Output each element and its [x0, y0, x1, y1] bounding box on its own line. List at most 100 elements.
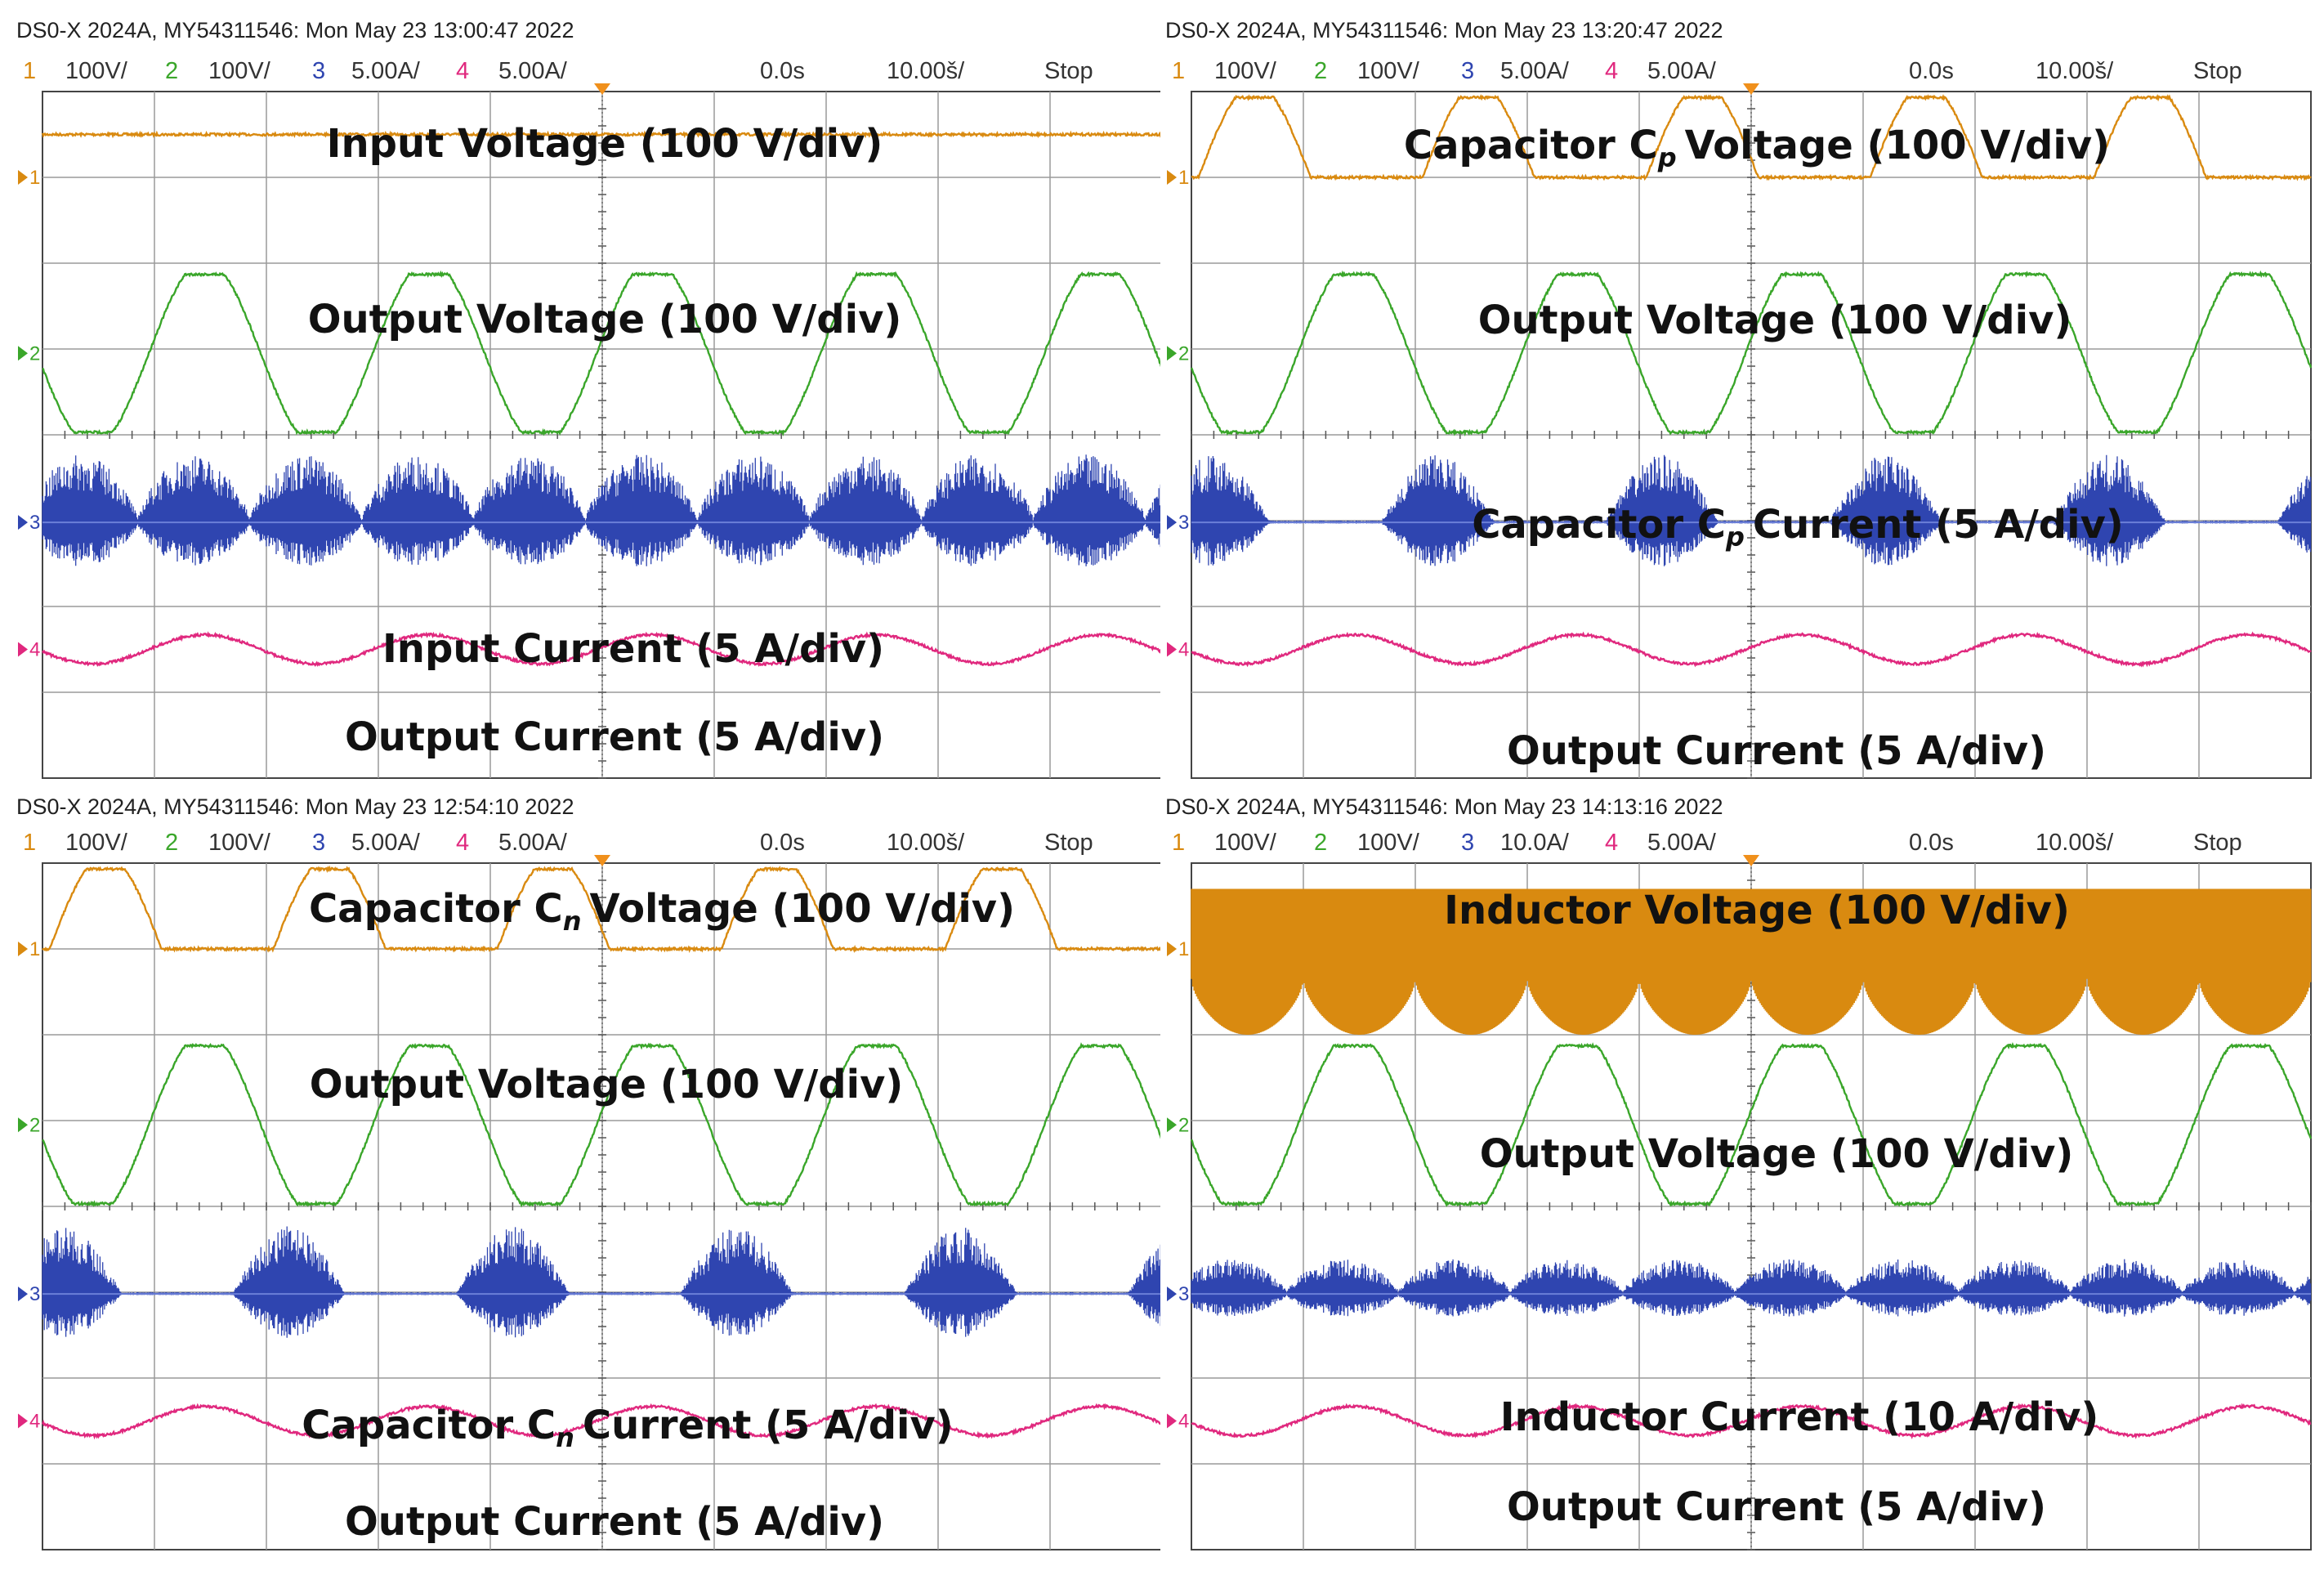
- trace-ch2: [42, 1042, 1160, 1208]
- channel-3-ground-marker: [18, 515, 28, 530]
- trace-ch3: [42, 454, 1160, 566]
- timebase: 10.00š/: [2036, 830, 2114, 856]
- trace-label-3: Input Current (5 A/div): [382, 626, 884, 672]
- ch2-scale: 100V/: [208, 58, 271, 84]
- trace-label-3-a: Capacitor C: [302, 1403, 556, 1448]
- trace-ch4: [1191, 1403, 2312, 1439]
- trace-ch2: [1190, 1041, 2313, 1208]
- trace-label-2: Output Voltage (100 V/div): [1480, 1131, 2074, 1177]
- plot-area: [41, 855, 1160, 1550]
- ch3-scale: 5.00A/: [1500, 58, 1570, 84]
- channel-2-marker-label: 2: [29, 342, 40, 365]
- channel-3-marker-label: 3: [29, 1283, 40, 1305]
- scope-header: DS0-X 2024A, MY54311546: Mon May 23 13:2…: [1165, 18, 1723, 43]
- scope-screen: DS0-X 2024A, MY54311546: Mon May 23 13:2…: [1165, 18, 2313, 779]
- channel-2-ground-marker: [1167, 1117, 1177, 1133]
- ch4-number: 4: [1605, 58, 1618, 84]
- ch2-number: 2: [165, 830, 178, 856]
- ch2-number: 2: [1314, 830, 1327, 856]
- trigger-delay: 0.0s: [760, 58, 805, 84]
- scope-inductor: DS0-X 2024A, MY54311546: Mon May 23 14:1…: [1160, 785, 2324, 1584]
- channel-4-ground-marker: [1167, 642, 1177, 657]
- ch4-number: 4: [456, 58, 469, 84]
- trace-ch2: [1190, 270, 2313, 437]
- ch3-scale: 5.00A/: [351, 58, 421, 84]
- timebase: 10.00š/: [2036, 58, 2114, 84]
- ch4-number: 4: [1605, 830, 1618, 856]
- ch2-number: 2: [165, 58, 178, 84]
- ch1-number: 1: [1172, 830, 1185, 856]
- channel-3-marker-label: 3: [1178, 1283, 1189, 1305]
- scope-screen: DS0-X 2024A, MY54311546: Mon May 23 13:0…: [16, 18, 1160, 779]
- trace-ch1: [42, 865, 1160, 954]
- ch2-scale: 100V/: [1357, 830, 1420, 856]
- scope-header: DS0-X 2024A, MY54311546: Mon May 23 13:0…: [16, 18, 574, 43]
- trace-label-1: Capacitor Cp Voltage (100 V/div): [1404, 123, 2110, 173]
- ch1-number: 1: [1172, 58, 1185, 84]
- trace-label-1-a: Capacitor C: [309, 886, 563, 932]
- trace-label-3-sub: n: [556, 1422, 574, 1453]
- trigger-position-marker: [594, 855, 610, 866]
- channel-1-ground-marker: [1167, 942, 1177, 956]
- channel-3-ground-marker: [1167, 1286, 1177, 1302]
- channel-3-ground-marker: [1167, 515, 1177, 530]
- ch2-scale: 100V/: [1357, 58, 1420, 84]
- scope-screen: DS0-X 2024A, MY54311546: Mon May 23 14:1…: [1165, 794, 2313, 1550]
- trigger-delay: 0.0s: [1909, 830, 1954, 856]
- timebase: 10.00š/: [887, 830, 965, 856]
- ch1-number: 1: [23, 830, 36, 856]
- trace-label-3-a: Capacitor C: [1472, 502, 1726, 548]
- ch1-scale: 100V/: [65, 58, 128, 84]
- trace-label-1-a: Capacitor C: [1404, 123, 1658, 168]
- run-state: Stop: [2193, 830, 2242, 856]
- ch4-number: 4: [456, 830, 469, 856]
- trace-ch1: [1191, 93, 2312, 181]
- trace-label-2: Output Voltage (100 V/div): [308, 297, 902, 342]
- trace-label-4: Output Current (5 A/div): [1507, 1484, 2046, 1530]
- trace-ch4: [41, 1403, 1160, 1440]
- channel-1-ground-marker: [18, 170, 28, 185]
- trace-ch4: [41, 631, 1160, 667]
- ch1-number: 1: [23, 58, 36, 84]
- scope-capacitor-cp: DS0-X 2024A, MY54311546: Mon May 23 13:2…: [1160, 0, 2324, 785]
- ch3-number: 3: [312, 830, 325, 856]
- channel-1-marker-label: 1: [29, 938, 40, 960]
- timebase: 10.00š/: [887, 58, 965, 84]
- trace-label-3: Inductor Current (10 A/div): [1500, 1394, 2099, 1440]
- channel-1-marker-label: 1: [1178, 938, 1189, 960]
- ch1-scale: 100V/: [1214, 830, 1277, 856]
- channel-2-ground-marker: [1167, 346, 1177, 361]
- trace-ch3: [1191, 1259, 2312, 1317]
- trace-label-1-b: Voltage (100 V/div): [1685, 123, 2110, 168]
- scope-header: DS0-X 2024A, MY54311546: Mon May 23 14:1…: [1165, 794, 1723, 819]
- channel-1-marker-label: 1: [29, 167, 40, 189]
- trace-ch1: [1191, 888, 2312, 1035]
- trigger-position-marker: [1743, 83, 1759, 95]
- trace-ch2: [42, 270, 1160, 436]
- channel-1-marker-label: 1: [1178, 167, 1189, 189]
- channel-1-ground-marker: [18, 942, 28, 956]
- trace-label-3-b: Current (5 A/div): [1753, 502, 2124, 548]
- channel-3-marker-label: 3: [29, 512, 40, 534]
- trace-label-3-b: Current (5 A/div): [583, 1403, 954, 1448]
- trace-label-1: Inductor Voltage (100 V/div): [1444, 888, 2070, 933]
- trigger-position-marker: [594, 83, 610, 95]
- ch1-scale: 100V/: [65, 830, 128, 856]
- trace-label-1-b: Voltage (100 V/div): [590, 886, 1015, 932]
- channel-4-marker-label: 4: [1178, 639, 1189, 661]
- trace-label-4: Output Current (5 A/div): [345, 714, 884, 760]
- channel-3-marker-label: 3: [1178, 512, 1189, 534]
- channel-4-ground-marker: [18, 642, 28, 657]
- plot-area: [41, 83, 1160, 779]
- channel-4-marker-label: 4: [29, 639, 40, 661]
- scope-header: DS0-X 2024A, MY54311546: Mon May 23 12:5…: [16, 794, 574, 819]
- channel-2-marker-label: 2: [1178, 1114, 1189, 1136]
- trace-label-1: Input Voltage (100 V/div): [327, 121, 883, 167]
- channel-2-ground-marker: [18, 346, 28, 361]
- ch3-scale: 10.0A/: [1500, 830, 1570, 856]
- scope-screen: DS0-X 2024A, MY54311546: Mon May 23 12:5…: [16, 794, 1160, 1550]
- trace-ch1: [41, 130, 1160, 139]
- trace-label-1-sub: p: [1657, 142, 1677, 173]
- channel-3-ground-marker: [18, 1286, 28, 1302]
- trigger-delay: 0.0s: [760, 830, 805, 856]
